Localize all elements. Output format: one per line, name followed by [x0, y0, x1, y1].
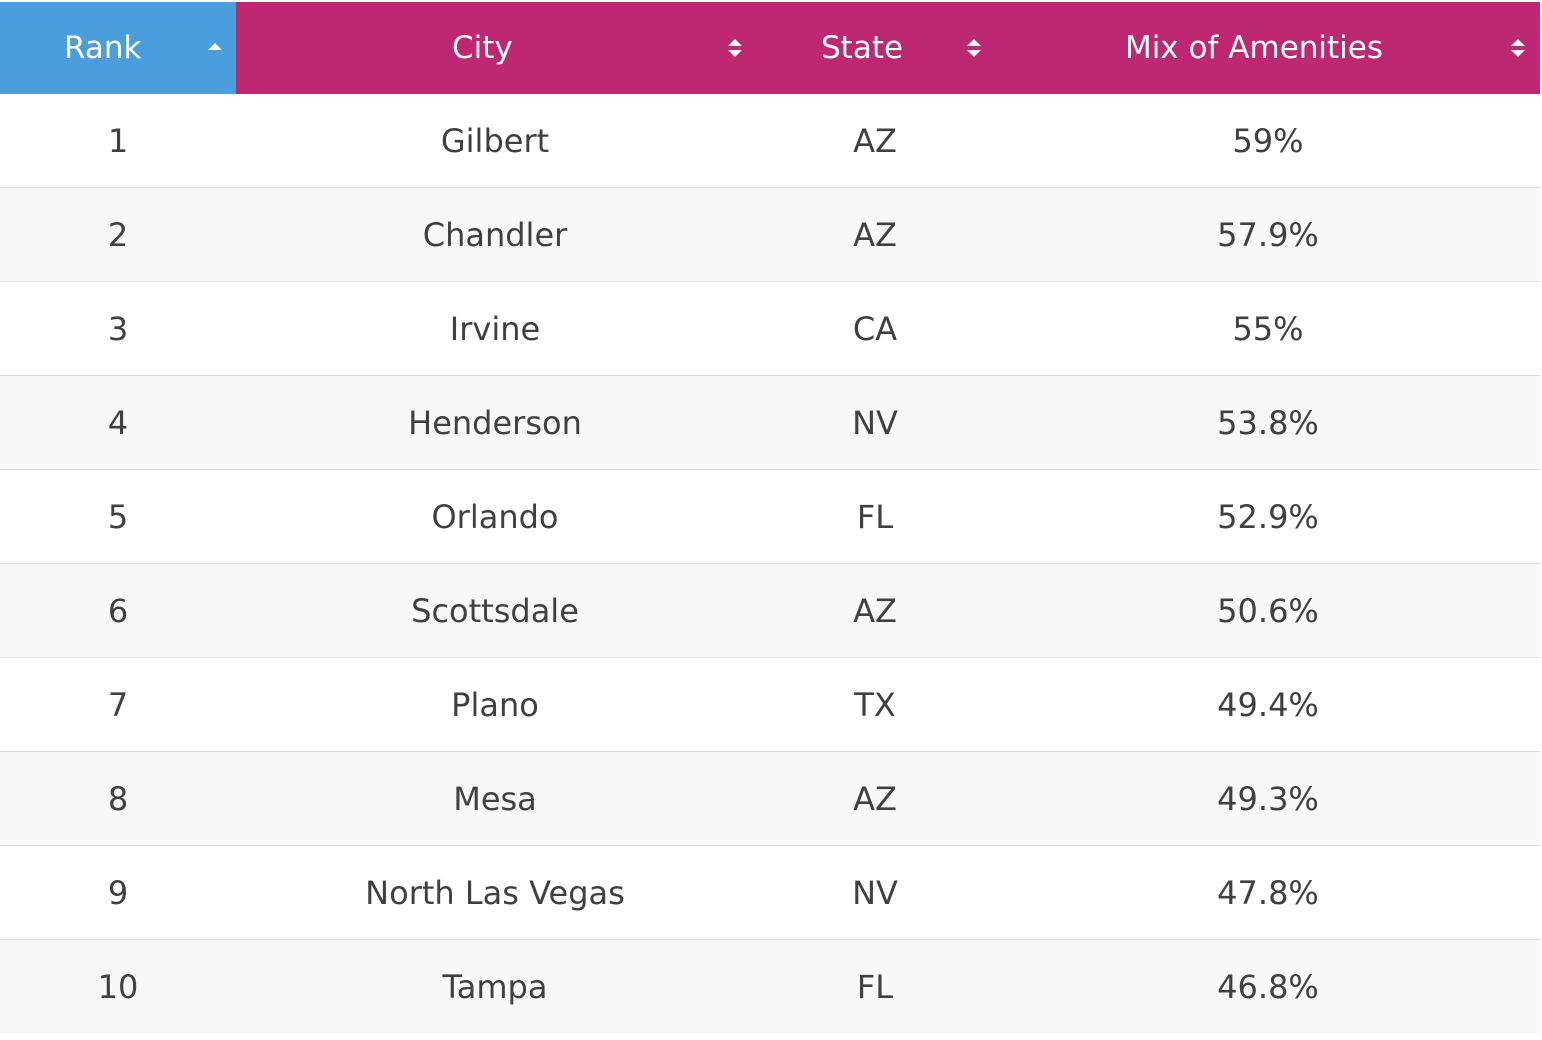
column-header-label: Rank: [64, 30, 142, 66]
table-row: 4 Henderson NV 53.8%: [0, 375, 1540, 470]
city-cell: Gilbert: [236, 94, 754, 188]
rank-cell: 1: [0, 94, 236, 188]
city-cell: Henderson: [236, 375, 754, 470]
table-row: 2 Chandler AZ 57.9%: [0, 187, 1540, 282]
rank-cell: 9: [0, 845, 236, 940]
amenities-cell: 52.9%: [996, 469, 1540, 564]
rank-cell: 4: [0, 375, 236, 470]
state-cell: AZ: [754, 751, 996, 846]
table-header: Rank City State: [0, 2, 1540, 94]
city-cell: Tampa: [236, 939, 754, 1033]
city-cell: Chandler: [236, 187, 754, 282]
rank-cell: 7: [0, 657, 236, 752]
state-cell: NV: [754, 845, 996, 940]
table-row: 10 Tampa FL 46.8%: [0, 939, 1540, 1033]
amenities-cell: 57.9%: [996, 187, 1540, 282]
state-cell: AZ: [754, 563, 996, 658]
amenities-cell: 53.8%: [996, 375, 1540, 470]
table-row: 8 Mesa AZ 49.3%: [0, 751, 1540, 846]
city-cell: Scottsdale: [236, 563, 754, 658]
rank-cell: 3: [0, 281, 236, 376]
amenities-cell: 55%: [996, 281, 1540, 376]
column-header-label: Mix of Amenities: [1125, 30, 1384, 66]
sort-ascending-icon: [208, 43, 222, 50]
table-row: 9 North Las Vegas NV 47.8%: [0, 845, 1540, 940]
table-body: 1 Gilbert AZ 59% 2 Chandler AZ 57.9% 3 I…: [0, 94, 1540, 1033]
sort-unsorted-icon: [1511, 39, 1525, 57]
table-row: 6 Scottsdale AZ 50.6%: [0, 563, 1540, 658]
amenities-cell: 46.8%: [996, 939, 1540, 1033]
state-cell: FL: [754, 469, 996, 564]
rank-cell: 2: [0, 187, 236, 282]
city-cell: Orlando: [236, 469, 754, 564]
table-row: 1 Gilbert AZ 59%: [0, 94, 1540, 188]
table-row: 3 Irvine CA 55%: [0, 281, 1540, 376]
table-row: 7 Plano TX 49.4%: [0, 657, 1540, 752]
column-header-state[interactable]: State: [754, 2, 996, 94]
sort-unsorted-icon: [728, 39, 742, 57]
column-header-mix-of-amenities[interactable]: Mix of Amenities: [996, 2, 1540, 94]
city-cell: Mesa: [236, 751, 754, 846]
state-cell: AZ: [754, 94, 996, 188]
state-cell: NV: [754, 375, 996, 470]
state-cell: AZ: [754, 187, 996, 282]
sort-unsorted-icon: [967, 39, 981, 57]
amenities-cell: 49.4%: [996, 657, 1540, 752]
table-row: 5 Orlando FL 52.9%: [0, 469, 1540, 564]
city-cell: Irvine: [236, 281, 754, 376]
header-row: Rank City State: [0, 2, 1540, 94]
rank-cell: 8: [0, 751, 236, 846]
column-header-city[interactable]: City: [236, 2, 754, 94]
state-cell: CA: [754, 281, 996, 376]
column-header-label: State: [821, 30, 904, 66]
rank-cell: 5: [0, 469, 236, 564]
amenities-cell: 49.3%: [996, 751, 1540, 846]
city-cell: Plano: [236, 657, 754, 752]
column-header-rank[interactable]: Rank: [0, 2, 236, 94]
state-cell: FL: [754, 939, 996, 1033]
amenities-cell: 47.8%: [996, 845, 1540, 940]
rank-cell: 6: [0, 563, 236, 658]
city-cell: North Las Vegas: [236, 845, 754, 940]
rank-cell: 10: [0, 939, 236, 1033]
amenities-cell: 59%: [996, 94, 1540, 188]
amenities-cell: 50.6%: [996, 563, 1540, 658]
state-cell: TX: [754, 657, 996, 752]
column-header-label: City: [452, 30, 513, 66]
